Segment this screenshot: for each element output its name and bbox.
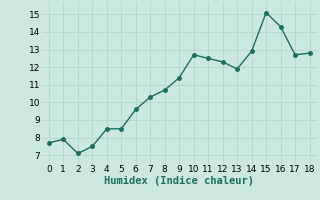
- X-axis label: Humidex (Indice chaleur): Humidex (Indice chaleur): [104, 176, 254, 186]
